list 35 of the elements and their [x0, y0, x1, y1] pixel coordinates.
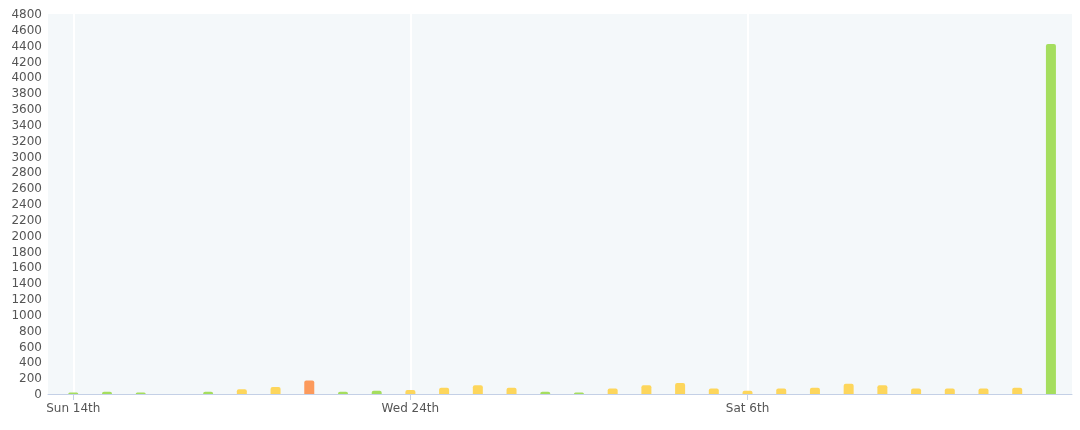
y-tick-label: 3000: [11, 149, 42, 164]
y-tick-label: 4200: [11, 54, 42, 69]
y-tick-label: 200: [19, 371, 42, 386]
bar: [472, 385, 483, 394]
bar: [675, 382, 686, 394]
y-tick-label: 3800: [11, 86, 42, 101]
y-tick-label: 1200: [11, 292, 42, 306]
bar: [1045, 44, 1056, 394]
y-tick-label: 2600: [11, 181, 42, 196]
y-tick-label: 1400: [11, 276, 42, 291]
y-tick-label: 4000: [11, 70, 42, 85]
y-tick-label: 1000: [11, 307, 42, 322]
bar: [877, 385, 888, 394]
y-tick-label: 2200: [11, 212, 42, 227]
y-tick-label: 3200: [11, 133, 42, 148]
y-tick-label: 3400: [11, 117, 42, 132]
y-tick-label: 800: [19, 323, 42, 338]
bar: [641, 385, 652, 394]
y-tick-label: 400: [19, 355, 42, 370]
y-tick-label: 2800: [11, 165, 42, 180]
y-tick-label: 4800: [11, 7, 42, 21]
y-tick-label: 600: [19, 339, 42, 354]
y-tick-label: 0: [34, 387, 42, 401]
bar: [843, 383, 854, 394]
y-tick-label: 4400: [11, 38, 42, 53]
x-tick-label: Sun 14th: [46, 401, 101, 415]
y-tick-label: 1600: [11, 260, 42, 275]
y-tick-label: 2000: [11, 228, 42, 243]
y-tick-label: 2400: [11, 197, 42, 211]
y-tick-label: 3600: [11, 102, 42, 116]
bar: [304, 380, 315, 394]
x-tick-label: Sat 6th: [725, 401, 770, 415]
x-tick-label: Wed 24th: [381, 401, 440, 415]
y-tick-label: 4600: [11, 22, 42, 37]
y-tick-label: 1800: [11, 244, 42, 259]
